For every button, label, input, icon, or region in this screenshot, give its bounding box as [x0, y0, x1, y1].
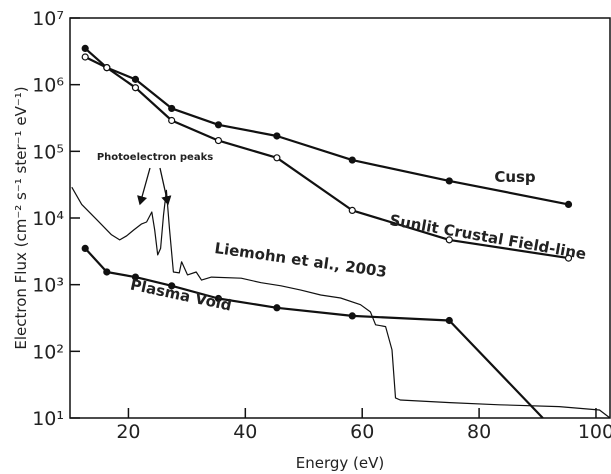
y-tick-label: 10⁶ — [32, 75, 64, 97]
point — [168, 116, 176, 125]
series-label: Sunlit Crustal Field-line — [388, 211, 587, 263]
point — [564, 254, 573, 262]
point — [445, 236, 453, 244]
y-tick-label: 10² — [32, 341, 64, 363]
plot-frame — [69, 17, 611, 419]
y-tick-label: 10⁴ — [32, 208, 64, 230]
series-label: Cusp — [494, 168, 536, 186]
point — [168, 282, 176, 290]
point — [214, 294, 223, 303]
point — [81, 244, 89, 252]
series-label: Liemohn et al., 2003 — [213, 239, 387, 281]
point — [445, 177, 453, 185]
point — [81, 53, 89, 61]
y-tick-label: 10¹ — [32, 408, 64, 430]
series-label: Plasma Void — [129, 276, 234, 315]
x-tick-label: 20 — [116, 421, 140, 443]
point — [214, 121, 223, 129]
point — [131, 75, 140, 83]
point — [273, 154, 281, 162]
series-line — [84, 247, 544, 419]
point — [214, 136, 223, 145]
point — [103, 268, 111, 276]
point — [273, 304, 281, 312]
y-tick-label: 10³ — [32, 275, 64, 297]
arrow — [137, 167, 151, 206]
point — [445, 316, 453, 325]
point — [131, 84, 140, 92]
annotation: Photoelectron peaks — [97, 152, 213, 163]
point — [273, 132, 281, 140]
point — [348, 206, 356, 215]
point — [103, 64, 111, 72]
point — [348, 156, 356, 164]
point — [348, 312, 356, 320]
point — [564, 200, 573, 208]
y-tick-label: 10⁷ — [32, 8, 64, 30]
x-tick-label: 60 — [350, 421, 374, 443]
x-tick-label: 80 — [467, 421, 491, 443]
point — [81, 44, 89, 52]
y-axis-title: Electron Flux (cm⁻² s⁻¹ ster⁻¹ eV⁻¹) — [12, 86, 30, 349]
point — [131, 273, 140, 281]
series-line — [71, 186, 611, 419]
y-tick-label: 10⁵ — [32, 141, 64, 163]
x-tick-label: 100 — [578, 421, 611, 443]
point — [168, 104, 176, 113]
x-axis-title: Energy (eV) — [296, 454, 384, 472]
x-tick-label: 40 — [233, 421, 257, 443]
